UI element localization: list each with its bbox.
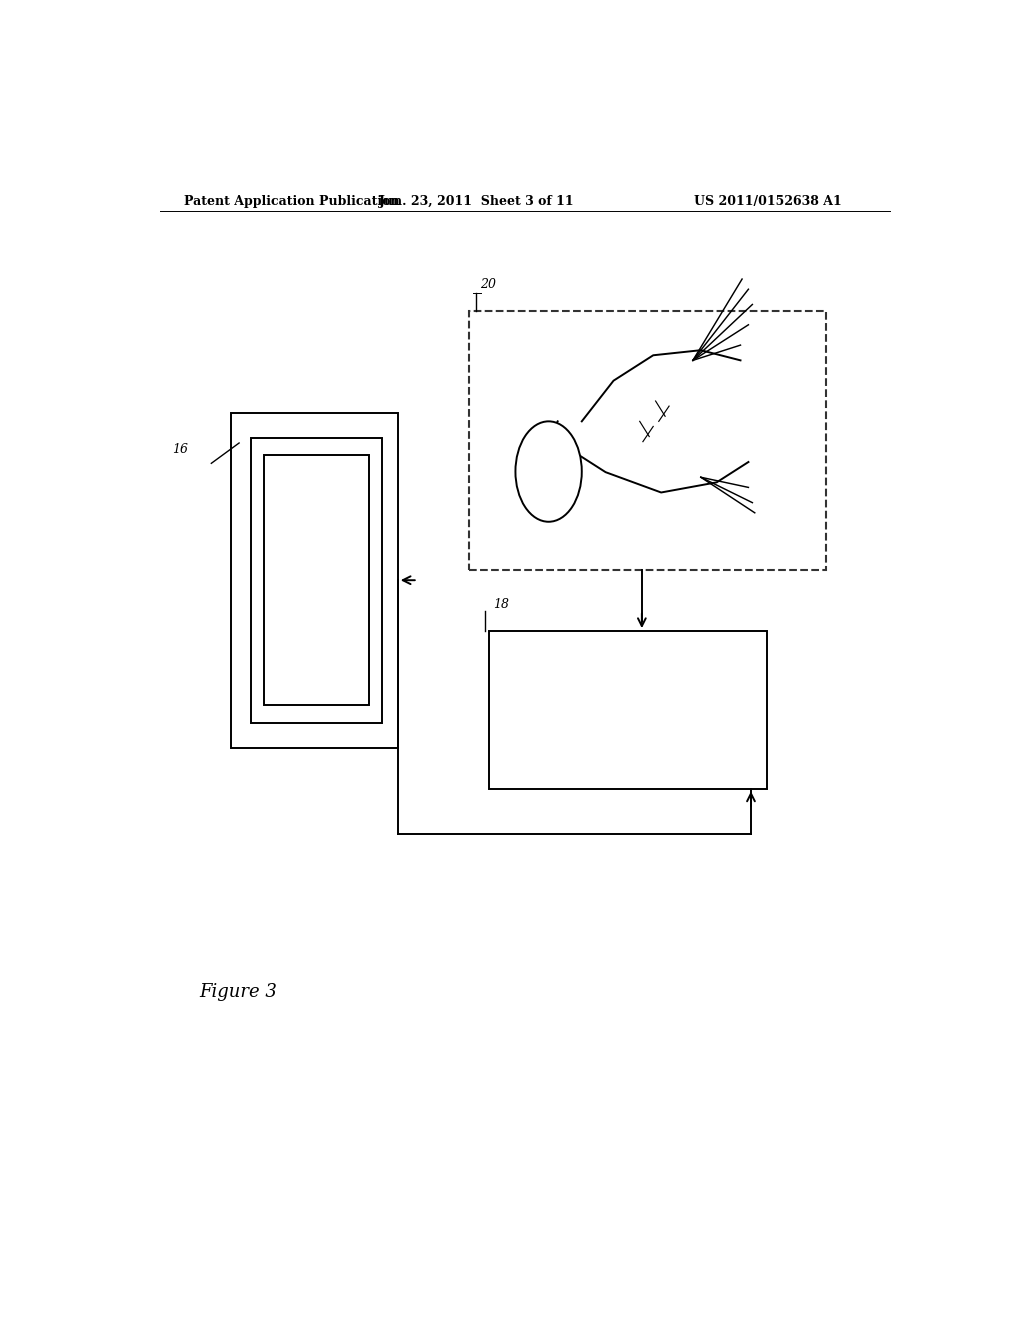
Bar <box>251 438 382 722</box>
Text: Patent Application Publication: Patent Application Publication <box>183 194 399 207</box>
Text: Jun. 23, 2011  Sheet 3 of 11: Jun. 23, 2011 Sheet 3 of 11 <box>379 194 575 207</box>
Text: 18: 18 <box>494 598 509 611</box>
Bar <box>264 455 370 705</box>
Ellipse shape <box>515 421 582 521</box>
Text: Figure 3: Figure 3 <box>200 983 278 1001</box>
Text: 16: 16 <box>172 444 187 457</box>
Bar <box>231 412 397 748</box>
Bar <box>469 312 826 570</box>
Bar <box>489 631 767 788</box>
Text: 20: 20 <box>479 279 496 292</box>
Text: US 2011/0152638 A1: US 2011/0152638 A1 <box>694 194 842 207</box>
